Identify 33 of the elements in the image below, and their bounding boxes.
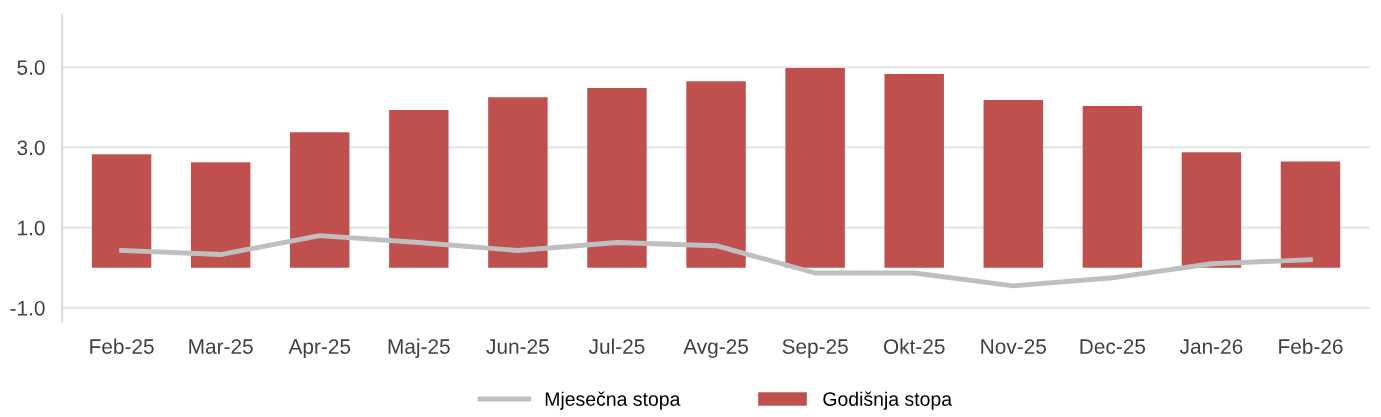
x-tick-label: Dec-25 (1080, 339, 1146, 354)
legend-label: Mjesečna stopa (545, 391, 681, 410)
x-tick-label: Mar-25 (189, 339, 253, 354)
bar (884, 73, 944, 268)
bar (785, 67, 845, 268)
y-tick-label: 3.0 (17, 140, 45, 156)
bar (1280, 161, 1341, 268)
x-tick-label: Maj-25 (388, 338, 450, 359)
y-tick-label: -1.0 (10, 300, 45, 316)
bar (488, 97, 548, 268)
bar (686, 81, 746, 268)
y-tick-label: 5.0 (17, 60, 45, 75)
x-tick-label: Sep-25 (782, 339, 848, 359)
bar (290, 132, 350, 268)
bar (91, 154, 152, 268)
x-tick-label: Okt-25 (883, 338, 945, 354)
bar (587, 88, 647, 268)
x-tick-label: Jun-25 (486, 339, 549, 354)
x-tick-label: Feb-26 (1279, 338, 1343, 354)
bar (1082, 106, 1143, 268)
legend-label: Godišnja stopa (823, 391, 953, 410)
bar (1181, 152, 1242, 268)
bar (983, 100, 1043, 268)
x-tick-label: Jul-25 (588, 338, 645, 354)
x-tick-label: Feb-25 (90, 338, 154, 354)
bar (389, 110, 449, 268)
x-tick-label: Nov-25 (981, 339, 1046, 354)
x-tick-label: Jan-26 (1179, 339, 1243, 354)
x-tick-label: Apr-25 (288, 339, 351, 359)
line-series (119, 233, 1313, 289)
y-tick-label: 1.0 (18, 220, 45, 236)
x-tick-label: Avg-25 (683, 339, 748, 359)
bar (190, 162, 251, 268)
